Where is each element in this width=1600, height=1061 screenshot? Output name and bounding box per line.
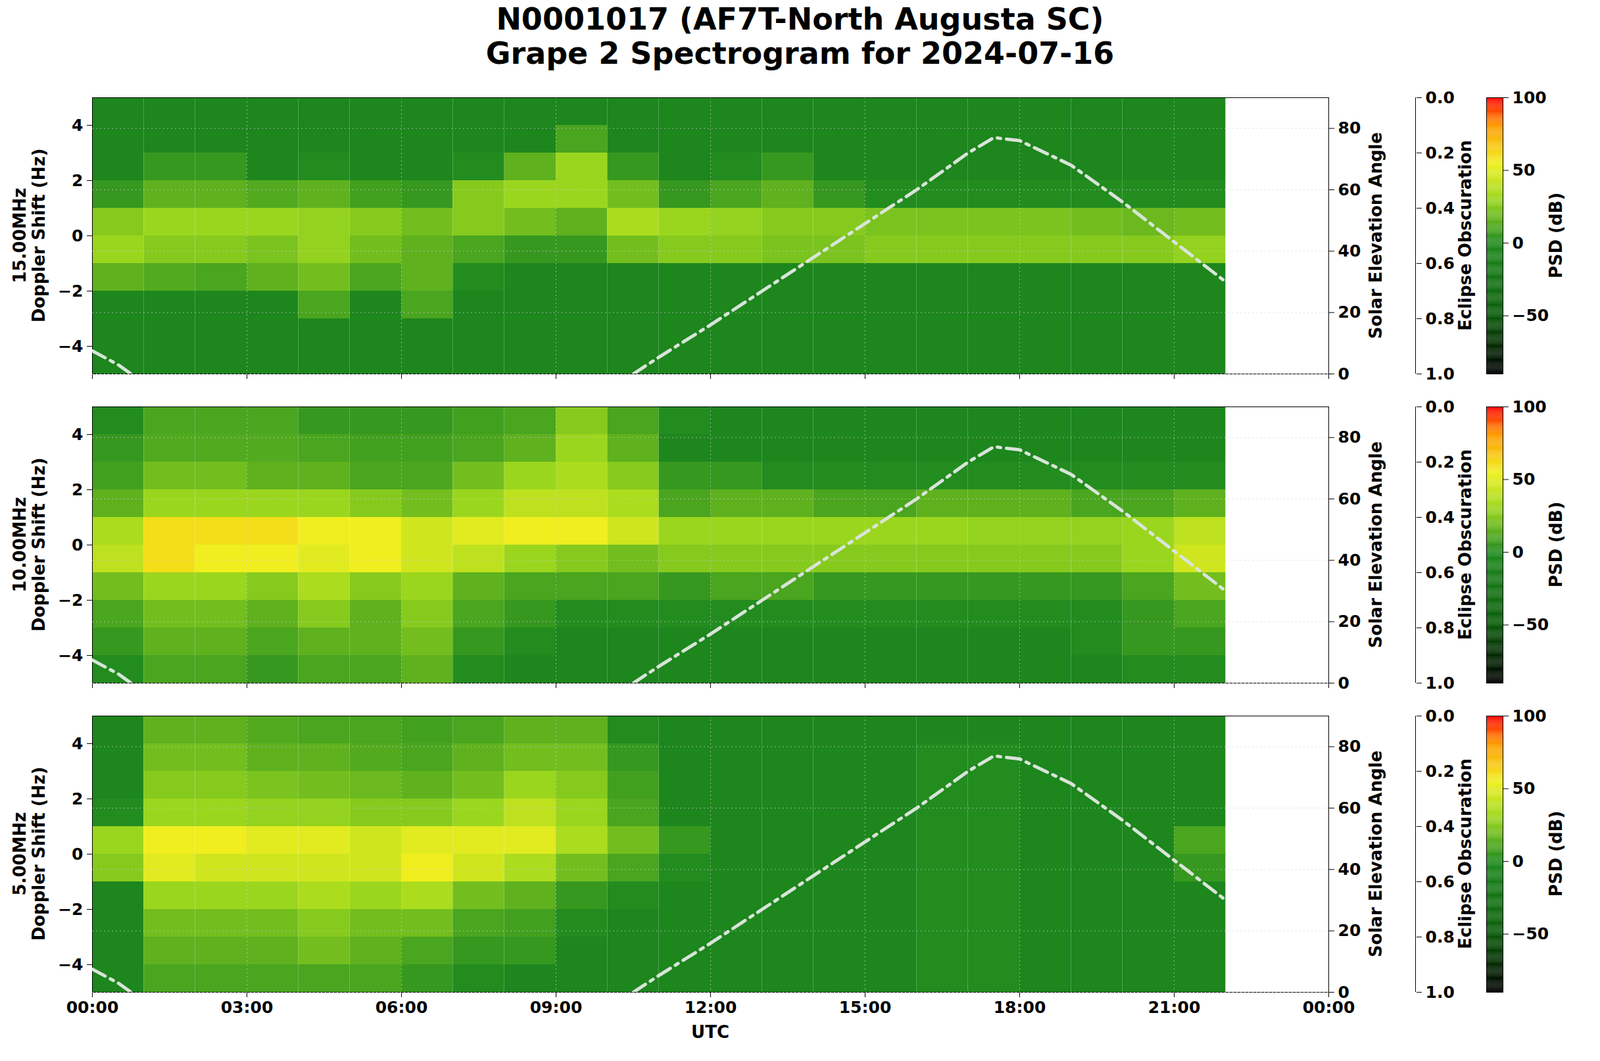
html-text:PSD (dB): PSD (dB) — [1545, 810, 1566, 897]
svg-text:18:00: 18:00 — [993, 997, 1047, 1017]
svg-text:60: 60 — [1338, 489, 1362, 509]
svg-text:−50: −50 — [1512, 614, 1550, 634]
svg-text:0.2: 0.2 — [1425, 143, 1455, 163]
svg-text:0.8: 0.8 — [1425, 309, 1455, 329]
svg-text:0.0: 0.0 — [1425, 397, 1455, 417]
html-text:PSD (dB): PSD (dB) — [1545, 501, 1566, 588]
svg-text:100: 100 — [1512, 397, 1547, 417]
svg-text:1.0: 1.0 — [1425, 982, 1455, 1002]
svg-text:2: 2 — [71, 170, 83, 191]
svg-text:−2: −2 — [57, 899, 83, 919]
svg-text:40: 40 — [1338, 859, 1362, 879]
svg-text:−50: −50 — [1512, 305, 1550, 325]
html-text:Eclipse Obscuration: Eclipse Obscuration — [1455, 758, 1475, 949]
html-text:Solar Elevation Angle: Solar Elevation Angle — [1365, 441, 1386, 648]
html-text:10.00MHz: 10.00MHz — [10, 496, 30, 593]
svg-text:50: 50 — [1512, 469, 1536, 489]
svg-text:80: 80 — [1338, 736, 1362, 756]
svg-text:0.6: 0.6 — [1425, 562, 1455, 582]
svg-text:1.0: 1.0 — [1425, 673, 1455, 693]
svg-text:−2: −2 — [57, 281, 83, 301]
html-text:UTC: UTC — [691, 1021, 730, 1042]
svg-text:20: 20 — [1338, 302, 1362, 322]
html-text:Solar Elevation Angle: Solar Elevation Angle — [1365, 750, 1386, 957]
svg-text:0.8: 0.8 — [1425, 618, 1455, 638]
svg-text:0.2: 0.2 — [1425, 452, 1455, 472]
html-text:PSD (dB): PSD (dB) — [1545, 192, 1566, 279]
svg-text:0.2: 0.2 — [1425, 761, 1455, 781]
svg-text:15:00: 15:00 — [839, 997, 892, 1017]
svg-text:80: 80 — [1338, 427, 1362, 447]
svg-text:0.4: 0.4 — [1425, 198, 1455, 218]
svg-text:−4: −4 — [57, 336, 83, 356]
html-text:15.00MHz: 15.00MHz — [10, 187, 30, 284]
html-text:Eclipse Obscuration: Eclipse Obscuration — [1455, 449, 1475, 640]
svg-text:4: 4 — [71, 733, 83, 753]
svg-text:0: 0 — [1338, 982, 1350, 1002]
svg-text:−4: −4 — [57, 954, 83, 974]
svg-text:0: 0 — [71, 535, 83, 555]
svg-text:0: 0 — [1338, 673, 1350, 693]
svg-text:60: 60 — [1338, 180, 1362, 200]
svg-text:50: 50 — [1512, 778, 1536, 798]
svg-text:80: 80 — [1338, 118, 1362, 138]
svg-text:0: 0 — [71, 844, 83, 864]
svg-text:20: 20 — [1338, 611, 1362, 631]
svg-text:0.4: 0.4 — [1425, 507, 1455, 527]
svg-text:4: 4 — [71, 115, 83, 135]
svg-text:06:00: 06:00 — [375, 997, 429, 1017]
svg-text:0.0: 0.0 — [1425, 706, 1455, 726]
svg-text:50: 50 — [1512, 160, 1536, 180]
svg-text:0: 0 — [1512, 851, 1524, 871]
svg-text:03:00: 03:00 — [220, 997, 274, 1017]
svg-text:21:00: 21:00 — [1148, 997, 1201, 1017]
svg-text:0: 0 — [71, 226, 83, 246]
svg-text:00:00: 00:00 — [66, 997, 120, 1017]
html-text:Eclipse Obscuration: Eclipse Obscuration — [1455, 140, 1475, 331]
svg-text:2: 2 — [71, 789, 83, 809]
svg-text:−50: −50 — [1512, 923, 1550, 944]
svg-text:100: 100 — [1512, 706, 1547, 726]
svg-text:0.8: 0.8 — [1425, 927, 1455, 947]
svg-text:0.6: 0.6 — [1425, 872, 1455, 892]
html-text:Doppler Shift (Hz): Doppler Shift (Hz) — [28, 148, 49, 323]
svg-text:0.4: 0.4 — [1425, 816, 1455, 836]
html-text:Doppler Shift (Hz): Doppler Shift (Hz) — [28, 457, 49, 632]
svg-text:4: 4 — [71, 424, 83, 444]
svg-text:20: 20 — [1338, 920, 1362, 940]
svg-text:−4: −4 — [57, 645, 83, 665]
html-text:N0001017 (AF7T-North Augusta S: N0001017 (AF7T-North Augusta SC) — [496, 1, 1104, 37]
html-text:Doppler Shift (Hz): Doppler Shift (Hz) — [28, 766, 49, 941]
svg-text:12:00: 12:00 — [684, 997, 738, 1017]
svg-text:00:00: 00:00 — [1302, 997, 1355, 1017]
svg-text:09:00: 09:00 — [530, 997, 583, 1017]
svg-text:1.0: 1.0 — [1425, 364, 1455, 384]
svg-text:60: 60 — [1338, 798, 1362, 818]
svg-text:2: 2 — [71, 480, 83, 500]
svg-text:0: 0 — [1512, 233, 1524, 253]
svg-text:0.0: 0.0 — [1425, 88, 1455, 108]
svg-text:100: 100 — [1512, 88, 1547, 108]
svg-text:0: 0 — [1338, 364, 1350, 384]
html-text:Solar Elevation Angle: Solar Elevation Angle — [1365, 132, 1386, 339]
svg-text:0: 0 — [1512, 542, 1524, 562]
html-text:5.00MHz: 5.00MHz — [10, 811, 30, 896]
svg-text:40: 40 — [1338, 550, 1362, 570]
svg-text:40: 40 — [1338, 241, 1362, 261]
svg-text:0.6: 0.6 — [1425, 253, 1455, 273]
html-text:Grape 2 Spectrogram for 2024-0: Grape 2 Spectrogram for 2024-07-16 — [485, 35, 1115, 71]
svg-text:−2: −2 — [57, 590, 83, 610]
